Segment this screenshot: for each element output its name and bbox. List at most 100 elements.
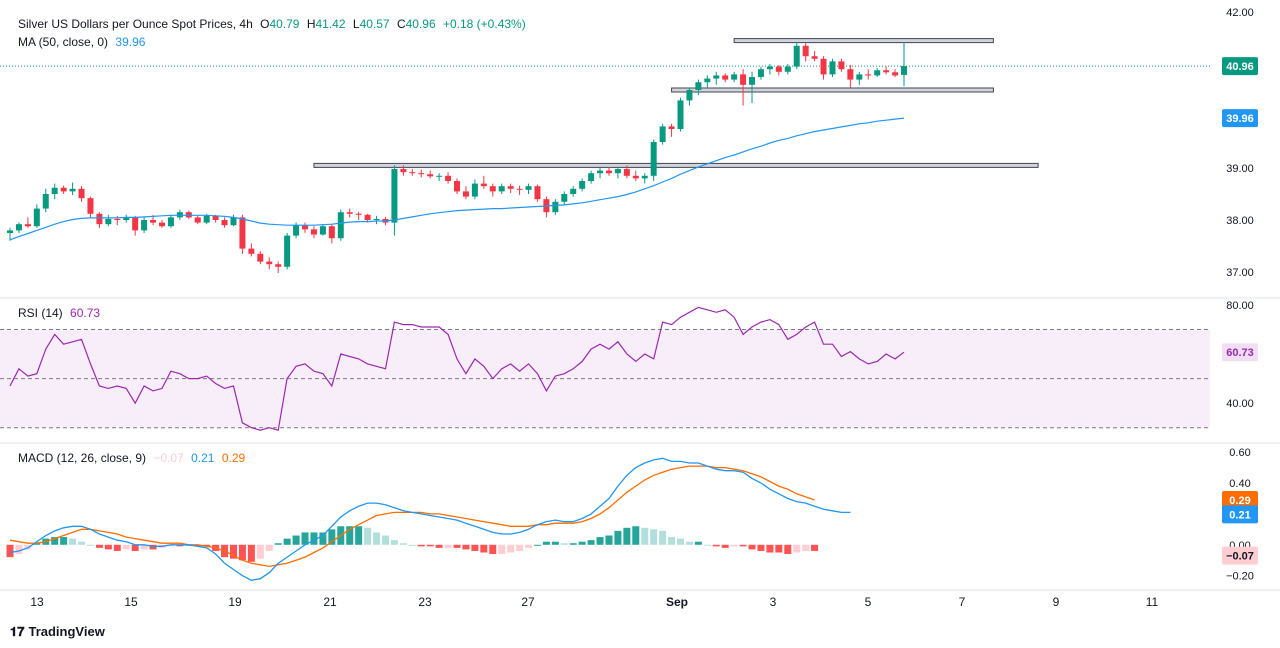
candle-body	[838, 61, 845, 70]
candle-body	[820, 58, 827, 75]
candle-body	[668, 126, 675, 129]
macd-histogram-bar	[569, 543, 577, 545]
macd-legend: MACD (12, 26, close, 9) −0.07 0.21 0.29	[18, 451, 249, 465]
macd-histogram-bar	[748, 544, 756, 550]
candle-body	[132, 217, 139, 231]
axes: 42.00 40.96 39.96 39.00 38.00 37.00 80.00 40.00…	[0, 7, 1280, 609]
macd-histogram-bar	[319, 532, 327, 545]
candle-body	[677, 100, 684, 129]
level-box	[671, 87, 994, 93]
candle-body	[105, 218, 112, 225]
candle-body	[480, 183, 487, 187]
candle-body	[525, 186, 532, 190]
candle-body	[310, 229, 317, 235]
macd-signal-line	[9, 465, 815, 568]
macd-histogram-bar	[766, 544, 774, 553]
macd-histogram-bar	[364, 527, 372, 545]
macd-histogram-bar	[659, 530, 667, 545]
time-tick-label: 27	[521, 595, 535, 609]
ma-price-label: 39.96	[1226, 113, 1254, 125]
candle-body	[114, 218, 121, 220]
time-tick-label: 13	[30, 595, 44, 609]
macd-label: MACD (12, 26, close, 9)	[18, 451, 147, 465]
macd-histogram-bar	[104, 544, 112, 550]
tradingview-logo-icon: 𝟏𝟕	[10, 624, 25, 639]
macd-histogram-bar	[641, 527, 649, 545]
candle-body	[302, 225, 309, 230]
candle-body	[686, 90, 693, 101]
candle-body	[150, 220, 157, 223]
high-label: H	[306, 17, 316, 31]
macd-histogram-bar	[685, 541, 693, 545]
histogram-last-label: −0.07	[1226, 551, 1254, 563]
level-box	[313, 162, 1039, 168]
close-value: 40.96	[405, 17, 436, 31]
time-tick-label: 7	[959, 595, 966, 609]
candle-body	[96, 213, 103, 225]
macd-histogram-bar	[462, 544, 470, 550]
macd-histogram-bar	[69, 538, 77, 545]
candle-body	[892, 72, 899, 76]
macd-histogram-bar	[703, 544, 711, 546]
macd-tick-label: 0.40	[1229, 478, 1250, 490]
candle-body	[123, 217, 130, 220]
macd-histogram-bar	[471, 544, 479, 551]
macd-histogram-bar	[525, 544, 533, 548]
price-tick-label: 39.00	[1226, 163, 1254, 175]
candle-body	[87, 198, 94, 214]
macd-line	[9, 457, 851, 581]
candle-body	[856, 74, 863, 80]
time-tick-label: 9	[1053, 595, 1060, 609]
candle-body	[221, 220, 228, 226]
price-pane	[0, 38, 1210, 274]
candle-body	[257, 253, 264, 262]
macd-histogram-bar	[784, 544, 792, 555]
macd-histogram-bar	[310, 532, 318, 545]
macd-histogram-bar	[802, 544, 810, 551]
price-legend: Silver US Dollars per Ounce Spot Prices,…	[18, 17, 530, 31]
candle-body	[579, 181, 586, 189]
candle-body	[802, 45, 809, 57]
candle-body	[507, 186, 514, 189]
macd-histogram-bar	[15, 544, 23, 555]
macd-histogram-bar	[516, 544, 524, 551]
macd-histogram-bar	[230, 544, 237, 559]
time-tick-label: 5	[865, 595, 872, 609]
close-label: C	[396, 17, 406, 31]
candle-body	[212, 215, 219, 220]
candle-body	[364, 214, 371, 220]
macd-histogram-bar	[60, 537, 68, 545]
candle-body	[167, 217, 174, 227]
tradingview-logo: 𝟏𝟕 TradingView	[10, 624, 105, 640]
candle-body	[775, 66, 782, 72]
candle-body	[588, 173, 595, 181]
candle-body	[471, 183, 478, 197]
candle-body	[740, 74, 747, 85]
macd-histogram-bar	[757, 544, 765, 551]
macd-histogram-bar	[542, 541, 550, 545]
macd-histogram-bar	[301, 532, 309, 545]
candle-body	[436, 175, 443, 177]
candle-body	[445, 175, 452, 181]
candle-body	[489, 186, 496, 192]
signal-last-label: 0.29	[1229, 495, 1250, 507]
macd-histogram-bar	[238, 544, 246, 561]
macd-histogram-bar	[33, 543, 41, 545]
candle-body	[749, 77, 756, 85]
candle-body	[24, 224, 31, 227]
macd-histogram-bar	[256, 544, 264, 559]
macd-histogram-bar	[730, 544, 738, 547]
candle-body	[605, 170, 612, 174]
rsi-last-label: 60.73	[1226, 347, 1254, 359]
macd-histogram-bar	[78, 541, 86, 545]
macd-histogram-bar	[507, 544, 515, 553]
time-tick-label: 11	[1146, 595, 1159, 609]
histogram-badge	[1222, 546, 1258, 565]
ma-value: 39.96	[115, 35, 146, 49]
rsi-tick-label: 80.00	[1226, 300, 1254, 312]
candle-body	[901, 66, 907, 75]
candle-body	[427, 174, 434, 177]
macd-histogram-bar	[381, 535, 389, 545]
macd-histogram-bar	[623, 527, 631, 545]
macd-histogram-bar	[95, 544, 103, 548]
